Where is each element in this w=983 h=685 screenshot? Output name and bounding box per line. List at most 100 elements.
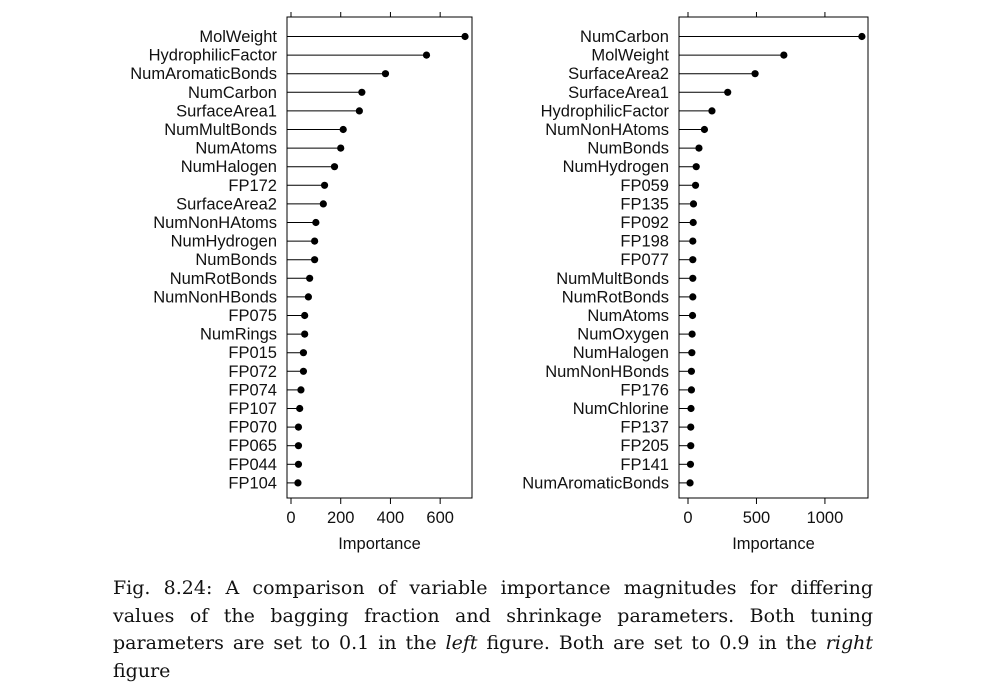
x-tick-label: 1000 bbox=[807, 509, 844, 527]
category-label: FP176 bbox=[620, 381, 669, 399]
x-tick-label: 600 bbox=[426, 509, 454, 527]
data-point bbox=[724, 88, 732, 96]
data-point bbox=[687, 442, 695, 450]
data-point bbox=[858, 32, 866, 41]
category-label: NumAtoms bbox=[587, 307, 669, 325]
data-point bbox=[687, 386, 696, 394]
data-point bbox=[299, 349, 308, 357]
x-tick-label: 0 bbox=[683, 509, 692, 527]
category-label: FP172 bbox=[228, 177, 277, 195]
data-point bbox=[339, 125, 347, 134]
category-label: NumCarbon bbox=[188, 84, 277, 102]
category-label: NumHydrogen bbox=[171, 233, 277, 251]
data-point bbox=[304, 293, 313, 301]
data-point bbox=[687, 423, 695, 431]
figure-caption: Fig. 8.24: A comparison of variable impo… bbox=[113, 575, 873, 685]
category-label: NumNonHAtoms bbox=[153, 214, 277, 232]
category-label: FP205 bbox=[620, 437, 669, 455]
category-label: FP137 bbox=[620, 419, 669, 437]
category-label: FP077 bbox=[620, 251, 669, 269]
category-label: FP135 bbox=[620, 195, 669, 213]
category-label: FP072 bbox=[228, 363, 277, 381]
category-label: FP070 bbox=[228, 419, 277, 437]
data-point bbox=[294, 442, 303, 450]
category-label: NumRotBonds bbox=[170, 270, 277, 288]
data-point bbox=[461, 32, 469, 41]
data-point bbox=[686, 479, 694, 487]
category-label: MolWeight bbox=[591, 47, 669, 65]
caption-part3: figure bbox=[113, 659, 171, 682]
data-point bbox=[689, 237, 697, 245]
category-label: NumChlorine bbox=[573, 400, 669, 418]
data-point bbox=[355, 107, 363, 115]
data-point bbox=[695, 144, 703, 152]
data-point bbox=[299, 367, 308, 375]
category-label: FP107 bbox=[228, 400, 277, 418]
category-label: NumCarbon bbox=[580, 28, 669, 46]
data-point bbox=[337, 144, 345, 152]
category-label: NumNonHBonds bbox=[153, 288, 277, 306]
category-label: NumHalogen bbox=[181, 158, 277, 176]
data-point bbox=[301, 330, 309, 338]
data-point bbox=[780, 51, 788, 59]
data-point bbox=[687, 404, 695, 413]
category-label: FP044 bbox=[228, 456, 277, 474]
category-label: NumOxygen bbox=[577, 326, 669, 344]
category-label: NumNonHBonds bbox=[545, 363, 669, 381]
category-label: NumAtoms bbox=[195, 140, 277, 158]
data-point bbox=[688, 311, 697, 320]
data-point bbox=[381, 70, 390, 78]
category-label: NumAromaticBonds bbox=[522, 474, 669, 492]
figure-canvas: MolWeightHydrophilicFactorNumAromaticBon… bbox=[130, 12, 869, 553]
data-point bbox=[311, 256, 319, 264]
data-point bbox=[311, 237, 319, 245]
data-point bbox=[294, 460, 303, 468]
right-importance-panel: NumCarbonMolWeightSurfaceArea2SurfaceAre… bbox=[522, 12, 869, 553]
category-label: FP092 bbox=[620, 214, 669, 232]
data-point bbox=[686, 460, 695, 468]
data-point bbox=[689, 200, 698, 208]
data-point bbox=[297, 386, 305, 394]
category-label: NumHalogen bbox=[573, 344, 669, 362]
data-point bbox=[691, 181, 700, 189]
category-label: HydrophilicFactor bbox=[541, 102, 670, 120]
data-point bbox=[330, 163, 339, 171]
category-label: NumAromaticBonds bbox=[130, 65, 277, 83]
category-label: FP065 bbox=[228, 437, 277, 455]
caption-left-word: left bbox=[445, 632, 478, 654]
data-point bbox=[689, 274, 697, 282]
category-label: SurfaceArea1 bbox=[176, 102, 277, 120]
data-point bbox=[692, 163, 700, 171]
category-label: FP104 bbox=[228, 474, 277, 492]
data-point bbox=[296, 404, 304, 413]
data-point bbox=[688, 330, 696, 338]
data-point bbox=[319, 200, 327, 208]
data-point bbox=[422, 51, 431, 59]
category-label: NumHydrogen bbox=[563, 158, 669, 176]
category-label: NumBonds bbox=[587, 140, 669, 158]
x-tick-label: 500 bbox=[743, 509, 771, 527]
category-label: NumMultBonds bbox=[164, 121, 277, 139]
data-point bbox=[688, 349, 696, 357]
plot-frame bbox=[678, 16, 869, 499]
plot-frame bbox=[286, 16, 473, 499]
data-point bbox=[689, 256, 697, 264]
left-importance-panel: MolWeightHydrophilicFactorNumAromaticBon… bbox=[130, 12, 473, 553]
data-point bbox=[301, 311, 309, 320]
caption-part1: Fig. 8.24: A comparison of variable impo… bbox=[113, 577, 873, 654]
caption-right-word: right bbox=[825, 632, 873, 654]
data-point bbox=[306, 274, 314, 282]
x-axis-label: Importance bbox=[338, 535, 421, 553]
data-point bbox=[358, 88, 366, 96]
category-label: NumRotBonds bbox=[562, 288, 669, 306]
data-point bbox=[689, 218, 697, 227]
x-tick-label: 200 bbox=[327, 509, 355, 527]
category-label: HydrophilicFactor bbox=[149, 47, 278, 65]
data-point bbox=[687, 367, 696, 375]
category-label: FP015 bbox=[228, 344, 277, 362]
data-point bbox=[320, 181, 329, 189]
data-point bbox=[294, 423, 303, 431]
category-label: FP198 bbox=[620, 233, 669, 251]
category-label: FP075 bbox=[228, 307, 277, 325]
caption-part2: figure. Both are set to 0.9 in the bbox=[477, 632, 826, 654]
